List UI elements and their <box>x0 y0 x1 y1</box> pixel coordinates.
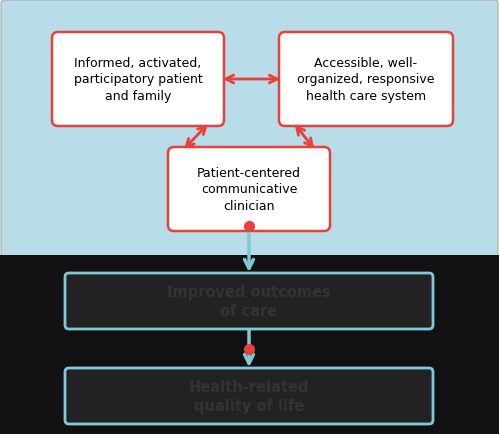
Text: Health-related
quality of life: Health-related quality of life <box>189 379 309 413</box>
FancyBboxPatch shape <box>1 1 498 258</box>
Text: Informed, activated,
participatory patient
and family: Informed, activated, participatory patie… <box>74 57 203 103</box>
FancyBboxPatch shape <box>65 368 433 424</box>
Text: Improved outcomes
of care: Improved outcomes of care <box>167 285 331 318</box>
FancyBboxPatch shape <box>52 33 224 127</box>
Text: Patient-centered
communicative
clinician: Patient-centered communicative clinician <box>197 167 301 213</box>
FancyBboxPatch shape <box>279 33 453 127</box>
Text: Accessible, well-
organized, responsive
health care system: Accessible, well- organized, responsive … <box>297 57 435 103</box>
FancyBboxPatch shape <box>65 273 433 329</box>
Bar <box>0 256 499 434</box>
FancyBboxPatch shape <box>168 148 330 231</box>
